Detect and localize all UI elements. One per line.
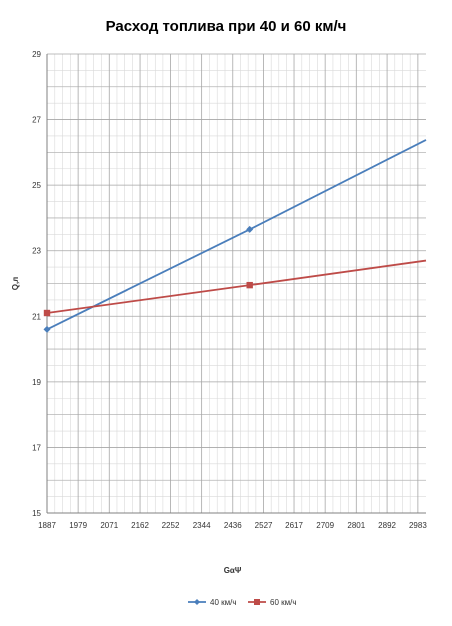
x-tick-label: 2344 — [193, 521, 211, 530]
y-tick-label: 15 — [32, 509, 41, 518]
y-tick-label: 27 — [32, 116, 41, 125]
x-tick-label: 2983 — [409, 521, 427, 530]
y-axis-label: Q,л — [11, 277, 20, 291]
x-tick-label: 2709 — [316, 521, 334, 530]
x-tick-label: 2436 — [224, 521, 242, 530]
x-tick-label: 2162 — [131, 521, 149, 530]
data-point-square — [43, 309, 51, 317]
y-tick-label: 19 — [32, 378, 41, 387]
data-point-square — [246, 281, 253, 289]
legend-label-2: 60 км/ч — [270, 598, 297, 607]
x-tick-label: 1979 — [69, 521, 87, 530]
x-tick-label: 1887 — [38, 521, 56, 530]
x-axis-label: GαΨ — [224, 566, 242, 575]
legend-label-1: 40 км/ч — [210, 598, 237, 607]
y-tick-label: 23 — [32, 247, 41, 256]
y-tick-label: 25 — [32, 181, 41, 190]
y-tick-label: 17 — [32, 443, 41, 452]
x-tick-label: 2527 — [255, 521, 273, 530]
x-tick-label: 2892 — [378, 521, 396, 530]
legend-marker-square — [254, 599, 260, 605]
chart-title: Расход топлива при 40 и 60 км/ч — [105, 18, 347, 35]
x-tick-label: 2617 — [285, 521, 303, 530]
x-tick-label: 2252 — [162, 521, 180, 530]
data-point-diamond — [246, 225, 254, 233]
y-tick-label: 21 — [32, 312, 41, 321]
y-tick-label: 29 — [32, 50, 41, 59]
data-point-diamond — [43, 325, 51, 333]
x-tick-label: 2801 — [347, 521, 365, 530]
legend-marker-diamond — [194, 599, 200, 605]
x-tick-label: 2071 — [100, 521, 118, 530]
